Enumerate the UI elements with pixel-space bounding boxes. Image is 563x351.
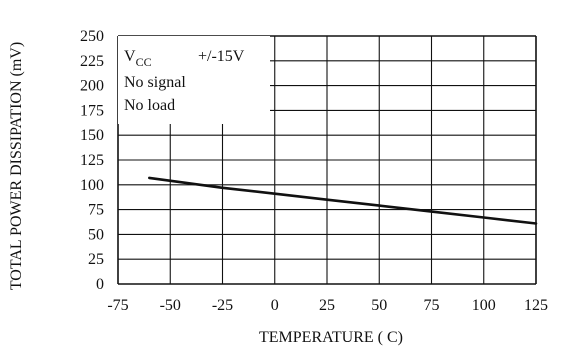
y-tick-label: 200 xyxy=(80,78,104,95)
y-tick-label: 100 xyxy=(80,177,104,194)
x-tick-label: 125 xyxy=(524,297,548,314)
legend-vcc-label: VCC xyxy=(124,48,152,69)
series-layer xyxy=(148,176,538,225)
legend-no-signal: No signal xyxy=(124,74,186,91)
y-axis-title: TOTAL POWER DISSIPATION (mV) xyxy=(8,42,25,290)
x-tick-label: -25 xyxy=(212,297,233,314)
x-tick-label: 50 xyxy=(371,297,387,314)
x-tick-label: -50 xyxy=(160,297,181,314)
x-tick-label: 25 xyxy=(319,297,335,314)
y-tick-label: 25 xyxy=(88,251,104,268)
y-tick-label: 50 xyxy=(88,226,104,243)
y-tick-label: 250 xyxy=(80,28,104,45)
legend-no-load: No load xyxy=(124,97,175,114)
legend-vcc-value: +/-15V xyxy=(198,48,245,65)
y-tick-label: 125 xyxy=(80,152,104,169)
x-tick-label: 0 xyxy=(271,297,279,314)
x-axis-title: TEMPERATURE ( C) xyxy=(259,329,403,346)
y-tick-label: 75 xyxy=(88,202,104,219)
y-tick-labels: 0 25 50 75 100 125 150 175 200 225 250 xyxy=(80,28,104,293)
legend-background xyxy=(118,36,270,124)
x-tick-label: -75 xyxy=(107,297,128,314)
x-tick-labels: -75 -50 -25 0 25 50 75 100 125 xyxy=(107,297,548,314)
y-tick-label: 175 xyxy=(80,102,104,119)
y-tick-label: 225 xyxy=(80,53,104,70)
legend-vcc-subscript: CC xyxy=(136,55,152,69)
legend-vcc-main: V xyxy=(124,48,136,65)
x-tick-label: 100 xyxy=(472,297,496,314)
x-tick-label: 75 xyxy=(424,297,440,314)
series-line-0 xyxy=(148,176,538,225)
y-tick-label: 150 xyxy=(80,127,104,144)
y-tick-label: 0 xyxy=(96,276,104,293)
legend-box: VCC +/-15V No signal No load xyxy=(118,36,270,124)
